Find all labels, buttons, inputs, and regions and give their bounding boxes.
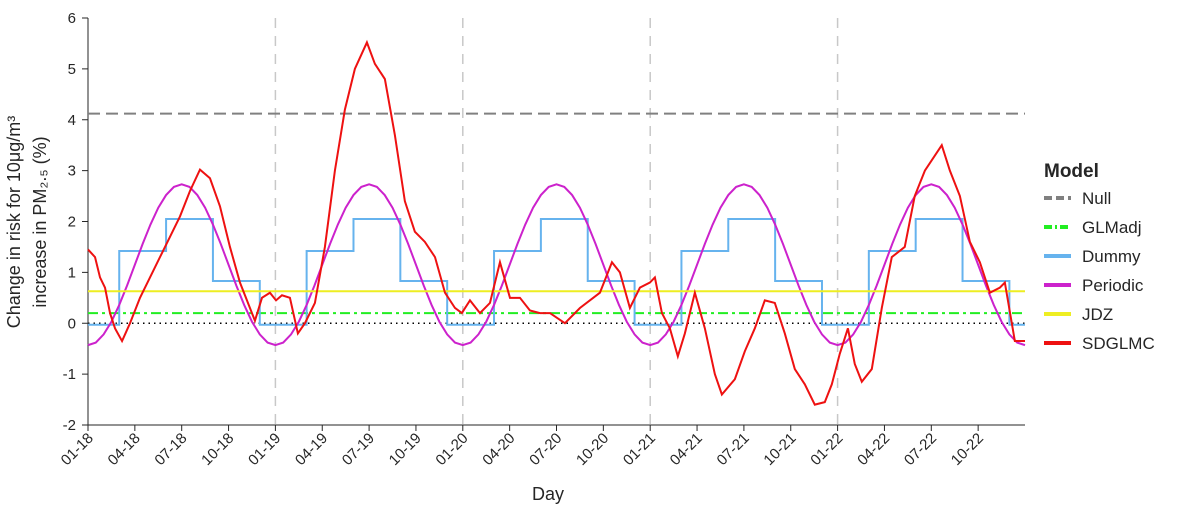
x-tick-label: 07-21 — [714, 430, 753, 469]
x-tick-label: 04-19 — [292, 430, 331, 469]
x-tick-label: 01-22 — [807, 430, 846, 469]
y-tick-label: -2 — [63, 417, 76, 434]
x-tick-label: 01-18 — [58, 430, 97, 469]
legend-title: Model — [1044, 161, 1099, 182]
x-tick-label: 04-20 — [479, 430, 518, 469]
x-tick-label: 07-19 — [339, 430, 378, 469]
y-tick-label: -1 — [63, 366, 76, 383]
x-tick-label: 01-20 — [432, 430, 471, 469]
series-line — [87, 39, 1025, 406]
x-tick-label: 04-21 — [667, 430, 706, 469]
legend-label: JDZ — [1082, 305, 1113, 324]
x-tick-label: 10-19 — [386, 430, 425, 469]
legend-label: GLMadj — [1082, 218, 1142, 237]
x-tick-label: 10-18 — [198, 430, 237, 469]
y-axis-label: increase in PM₂.₅ (%) — [30, 136, 50, 307]
legend-label: Dummy — [1082, 247, 1141, 266]
x-tick-label: 01-19 — [245, 430, 284, 469]
y-tick-label: 0 — [68, 315, 76, 332]
y-tick-label: 4 — [68, 112, 76, 129]
x-tick-label: 10-22 — [948, 430, 987, 469]
x-tick-label: 10-20 — [573, 430, 612, 469]
y-tick-label: 2 — [68, 214, 76, 231]
series-line — [87, 183, 1026, 347]
x-tick-label: 07-22 — [901, 430, 940, 469]
y-tick-label: 1 — [68, 264, 76, 281]
x-axis-label: Day — [532, 484, 564, 504]
y-tick-label: 6 — [68, 10, 76, 27]
x-tick-label: 10-21 — [760, 430, 799, 469]
x-tick-label: 07-20 — [526, 430, 565, 469]
legend-label: SDGLMC — [1082, 334, 1155, 353]
y-tick-label: 3 — [68, 163, 76, 180]
x-tick-label: 04-22 — [854, 430, 893, 469]
legend-label: Periodic — [1082, 276, 1144, 295]
series-line — [88, 217, 1025, 326]
x-tick-label: 04-18 — [105, 430, 144, 469]
x-tick-label: 07-18 — [151, 430, 190, 469]
y-tick-label: 5 — [68, 61, 76, 78]
legend-label: Null — [1082, 189, 1111, 208]
y-axis-label: Change in risk for 10μg/m³ — [4, 116, 24, 328]
x-tick-label: 01-21 — [620, 430, 659, 469]
